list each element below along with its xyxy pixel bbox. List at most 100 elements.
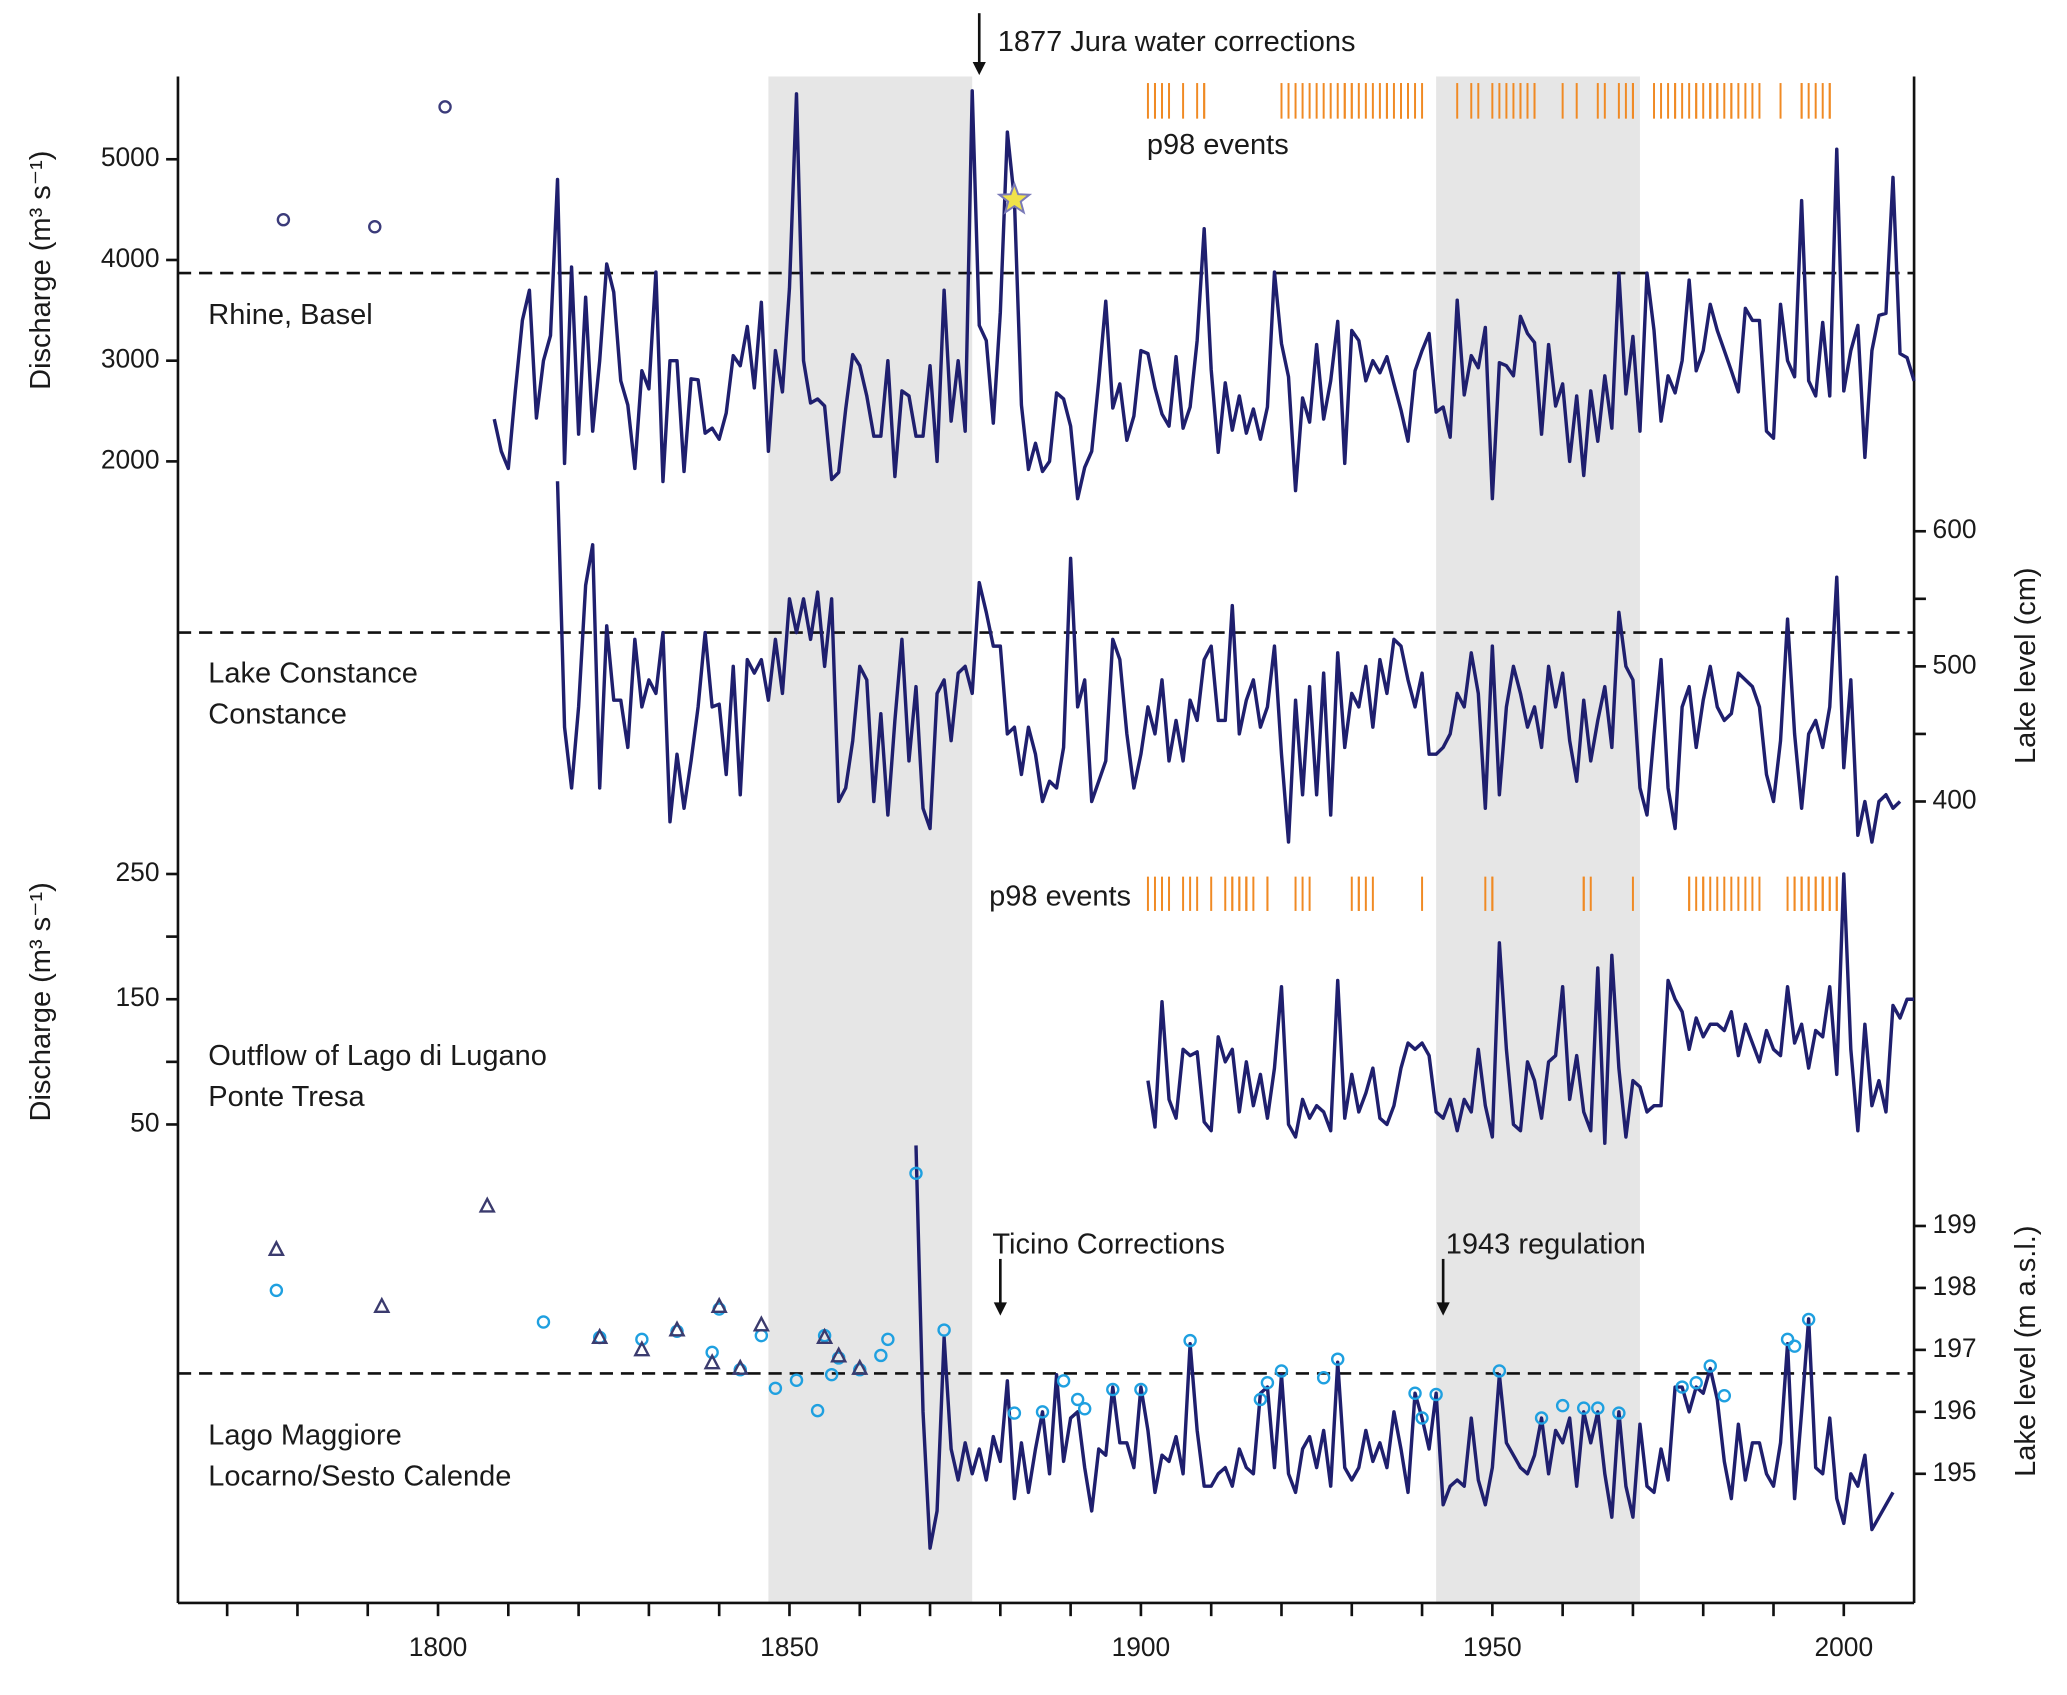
y-tick-label: 4000 [101,243,160,273]
y-axis-label: Lake level (cm) [2010,567,2042,764]
panel-label: Ponte Tresa [208,1081,365,1113]
triangle-marker [373,1296,391,1313]
circle-marker [1689,1375,1703,1390]
y-tick-label: 2000 [101,444,160,474]
y-tick-label: 3000 [101,344,160,374]
event-label: p98 events [1147,129,1289,161]
circle-marker [1056,1374,1071,1388]
y-axis-label: Lake level (m a.s.l.) [2010,1225,2042,1476]
circle-marker [1429,1387,1443,1402]
triangle-marker [752,1315,770,1332]
circle-marker [881,1332,895,1347]
circle-marker [1577,1401,1591,1415]
triangle-marker [591,1327,609,1344]
data-line [914,1145,1895,1550]
circle-marker [909,1166,923,1181]
circle-marker [1612,1406,1626,1420]
y-tick-label: 150 [116,982,160,1012]
circle-marker [824,1367,839,1382]
circle-marker [874,1348,888,1363]
circle-marker [1330,1352,1345,1366]
panel-label: Constance [208,698,347,730]
circle-marker [1675,1380,1689,1394]
triangle-marker [633,1340,651,1357]
y-tick-label: 600 [1933,514,1977,544]
panel-label: Lago Maggiore [208,1420,401,1452]
x-tick-label: 1800 [409,1632,468,1662]
circle-marker [438,100,452,114]
data-line [492,89,1916,501]
circle-marker [1253,1392,1268,1407]
circle-marker [536,1315,551,1329]
data-line [555,481,1902,844]
circle-marker [368,220,382,234]
circle-marker [754,1328,769,1343]
circle-marker [1077,1402,1092,1416]
triangle-marker [710,1296,728,1313]
y-axis-label: Discharge (m³ s⁻¹) [25,151,57,390]
panel-label: Outflow of Lago di Lugano [208,1040,547,1072]
data-line [1146,872,1915,1145]
shaded-period [1436,76,1640,1603]
circle-marker [937,1323,951,1337]
star-marker [996,180,1033,215]
circle-marker [1070,1392,1085,1407]
circle-marker [1555,1398,1570,1413]
circle-marker [1591,1401,1605,1415]
circle-marker [1492,1364,1507,1378]
arrow-head [993,1302,1007,1316]
circle-marker [1717,1389,1732,1403]
circle-marker [789,1373,804,1387]
circle-marker [1780,1332,1795,1347]
y-tick-label: 50 [130,1107,159,1137]
y-tick-label: 250 [116,857,160,887]
circle-marker [1703,1359,1717,1373]
x-tick-label: 2000 [1814,1632,1873,1662]
arrow-head [972,61,986,76]
circle-marker [1801,1312,1816,1327]
y-tick-label: 500 [1933,649,1977,679]
triangle-marker [267,1239,285,1256]
panel-label: Rhine, Basel [208,299,372,331]
circle-marker [1408,1386,1422,1400]
circle-marker [1415,1411,1429,1425]
annotation-text: 1943 regulation [1446,1228,1646,1260]
y-tick-label: 5000 [101,142,160,172]
y-tick-label: 198 [1933,1271,1977,1301]
circle-marker [768,1381,783,1396]
arrow-head [1436,1302,1450,1316]
triangle-marker [731,1358,749,1375]
circle-marker [1106,1382,1120,1397]
triangle-marker [478,1196,496,1213]
event-label: p98 events [989,880,1131,912]
y-tick-label: 196 [1933,1395,1977,1425]
circle-marker [1274,1364,1289,1378]
circle-marker [810,1403,825,1418]
y-tick-label: 400 [1933,784,1977,814]
triangle-marker [668,1320,686,1337]
y-tick-label: 195 [1933,1457,1977,1487]
y-axis-label: Discharge (m³ s⁻¹) [25,882,57,1121]
circle-marker [1316,1371,1331,1385]
circle-marker [1007,1406,1022,1420]
triangle-marker [851,1358,869,1375]
y-tick-label: 197 [1933,1333,1977,1363]
circle-marker [276,212,291,227]
shades [768,76,1640,1603]
circle-marker [1260,1375,1275,1390]
triangle-marker [830,1346,848,1363]
triangle-marker [816,1327,834,1344]
circle-marker [1183,1333,1197,1348]
x-tick-label: 1950 [1463,1632,1522,1662]
x-tick-label: 1850 [760,1632,819,1662]
triangle-marker [703,1353,721,1370]
circle-marker [1787,1339,1802,1353]
panel-label: Lake Constance [208,658,418,690]
panel-label: Locarno/Sesto Calende [208,1460,511,1492]
circle-marker [1534,1411,1549,1425]
circle-marker [1035,1405,1050,1419]
annotation-text: Ticino Corrections [992,1228,1225,1260]
x-tick-label: 1900 [1112,1632,1171,1662]
